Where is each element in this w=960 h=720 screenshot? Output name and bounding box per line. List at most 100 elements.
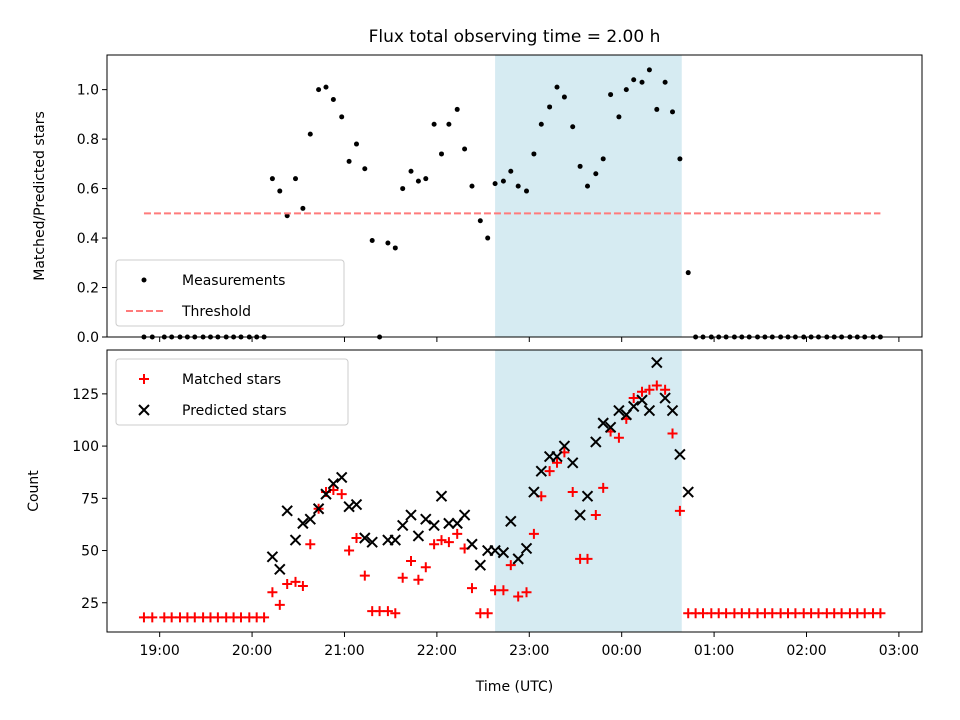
- y-tick-label: 0.6: [77, 182, 99, 198]
- x-tick-label: 21:00: [324, 643, 364, 659]
- predicted-point: [613, 404, 625, 417]
- measurement-point: [515, 183, 521, 189]
- predicted-point: [428, 519, 440, 532]
- matched-point: [651, 380, 662, 391]
- measurement-point: [454, 106, 460, 112]
- measurement-point: [431, 121, 437, 127]
- predicted-point: [466, 538, 478, 550]
- matched-point: [436, 535, 447, 546]
- predicted-point: [412, 530, 425, 542]
- predicted-point: [520, 542, 533, 555]
- measurement-point: [277, 188, 283, 194]
- chart-title: Flux total observing time = 2.00 h: [369, 27, 661, 47]
- predicted-point: [281, 505, 293, 517]
- matched-point: [443, 537, 454, 548]
- predicted-point: [627, 400, 640, 413]
- predicted-point: [343, 500, 355, 513]
- y-tick-label: 75: [81, 491, 99, 507]
- y-tick-label: 25: [81, 596, 99, 612]
- legend-swatch: [139, 374, 149, 384]
- matched-point: [413, 574, 424, 585]
- predicted-point: [366, 536, 378, 548]
- predicted-point: [574, 509, 586, 521]
- predicted-point: [590, 436, 602, 448]
- legend: Measurements Threshold: [115, 259, 345, 327]
- predicted-point: [674, 448, 686, 461]
- measurement-point: [323, 84, 329, 90]
- measurement-point: [547, 104, 553, 110]
- matched-point: [429, 539, 440, 550]
- shaded-span: [495, 350, 682, 632]
- top-panel: 0.0 0.2 0.4 0.6 0.8 1.0 Flux total observing …: [32, 27, 923, 346]
- matched-point: [613, 432, 624, 443]
- matched-point: [552, 457, 563, 468]
- matched-point: [660, 384, 671, 395]
- bottom-panel: 25 50 75 100 125 19:00 20:00 21:00 22:00 23:00 00…: [26, 349, 923, 695]
- x-tick-label: 22:00: [417, 643, 457, 659]
- legend-frame: [115, 259, 345, 327]
- legend-label: Predicted stars: [182, 403, 287, 419]
- predicted-point: [474, 559, 487, 571]
- matched-point: [406, 555, 417, 566]
- predicted-point: [666, 404, 679, 417]
- predicted-point: [312, 503, 325, 515]
- predicted-point: [558, 440, 571, 452]
- predicted-point: [505, 515, 517, 527]
- measurement-point: [408, 168, 414, 174]
- predicted-point: [581, 490, 594, 502]
- measurement-point: [616, 114, 622, 120]
- axes-frame: [106, 54, 923, 338]
- measurement-point: [623, 87, 629, 93]
- predicted-point: [266, 551, 279, 563]
- measurement-point: [400, 186, 406, 192]
- y-tick-label: 0.2: [77, 281, 99, 297]
- matched-point: [528, 528, 539, 539]
- matched-point: [544, 466, 555, 477]
- measurement-point: [423, 176, 429, 182]
- matched-point: [351, 533, 362, 543]
- measurement-point: [307, 131, 313, 137]
- matched-point: [259, 612, 270, 623]
- measurement-point: [584, 183, 590, 189]
- x-tick-label: 20:00: [232, 643, 272, 659]
- measurement-point: [346, 158, 352, 164]
- y-tick-label: 125: [72, 387, 99, 403]
- predicted-point: [304, 513, 316, 525]
- measurement-point: [477, 218, 483, 224]
- measurement-point: [654, 106, 660, 112]
- measurement-point: [646, 67, 652, 73]
- predicted-point: [535, 465, 548, 477]
- predicted-point: [489, 544, 501, 557]
- matched-point: [282, 578, 293, 589]
- matched-point: [290, 576, 301, 587]
- legend-label: Matched stars: [182, 372, 281, 388]
- matched-point: [267, 587, 278, 598]
- matched-point: [598, 482, 609, 493]
- predicted-point: [604, 421, 617, 433]
- predicted-point: [297, 517, 309, 530]
- predicted-point: [659, 392, 671, 404]
- series-group: [138, 356, 886, 623]
- matched-point: [582, 553, 593, 564]
- matched-point: [397, 572, 408, 583]
- y-tick-label: 0.8: [77, 132, 99, 148]
- predicted-point: [389, 534, 402, 546]
- matched-point: [637, 386, 648, 397]
- predicted-point: [350, 498, 363, 511]
- matched-point: [875, 608, 886, 619]
- matched-point: [590, 510, 601, 521]
- matched-point: [359, 570, 370, 581]
- y-tick-label: 1.0: [77, 83, 99, 99]
- legend-swatch: [138, 404, 150, 416]
- predicted-point: [512, 553, 524, 565]
- predicted-point: [359, 532, 371, 544]
- measurement-point: [662, 79, 668, 85]
- measurement-point: [353, 141, 359, 147]
- x-axis-label: Time (UTC): [475, 679, 553, 695]
- predicted-point: [443, 517, 455, 530]
- measurement-point: [439, 151, 445, 157]
- measurement-point: [293, 176, 299, 182]
- predicted-point: [320, 488, 332, 500]
- x-tick-label: 03:00: [879, 643, 919, 659]
- measurement-point: [685, 270, 691, 276]
